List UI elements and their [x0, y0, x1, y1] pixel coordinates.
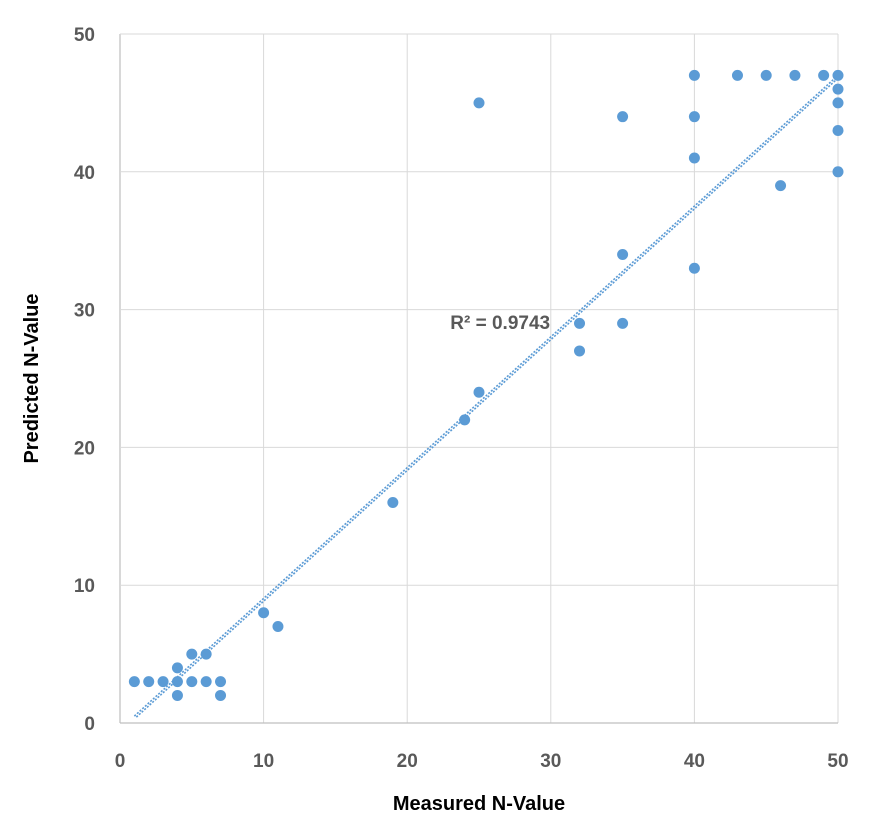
data-point	[574, 345, 586, 357]
data-point	[459, 414, 471, 426]
data-point	[258, 607, 270, 619]
data-point	[171, 689, 183, 701]
y-tick-label: 10	[74, 576, 95, 597]
data-point	[775, 180, 787, 192]
data-point	[832, 124, 844, 136]
x-tick-label: 20	[397, 751, 418, 772]
y-tick-label: 20	[74, 438, 95, 459]
data-point	[272, 621, 284, 633]
data-point	[832, 83, 844, 95]
trendline	[133, 74, 839, 717]
data-point	[200, 648, 212, 660]
x-tick-label: 30	[540, 751, 561, 772]
y-tick-label: 50	[74, 25, 95, 46]
y-tick-label: 0	[84, 714, 95, 735]
data-point	[688, 69, 700, 81]
data-point	[215, 689, 227, 701]
y-axis-title: Predicted N-Value	[21, 293, 43, 463]
data-point	[760, 69, 772, 81]
data-point	[832, 97, 844, 109]
data-point	[688, 152, 700, 164]
trendline-group	[133, 74, 841, 718]
data-point	[143, 676, 155, 688]
data-point	[171, 662, 183, 674]
data-point	[617, 317, 629, 329]
data-point	[818, 69, 830, 81]
x-tick-label: 0	[115, 751, 126, 772]
data-point	[688, 111, 700, 123]
data-point	[200, 676, 212, 688]
x-tick-label: 40	[684, 751, 705, 772]
x-tick-label: 10	[253, 751, 274, 772]
data-points	[128, 69, 844, 701]
y-tick-label: 30	[74, 301, 95, 322]
x-axis-ticks: 0 10 20 30 40 50	[115, 751, 849, 772]
trendline-shadow	[135, 75, 841, 718]
x-tick-label: 50	[827, 751, 848, 772]
data-point	[832, 69, 844, 81]
data-point	[473, 97, 485, 109]
data-point	[473, 386, 485, 398]
data-point	[186, 676, 198, 688]
data-point	[617, 111, 629, 123]
grid	[119, 33, 839, 724]
data-point	[128, 676, 140, 688]
data-point	[171, 676, 183, 688]
x-axis-title: Measured N-Value	[393, 793, 565, 815]
data-point	[688, 262, 700, 274]
y-axis-ticks: 0 10 20 30 40 50	[74, 25, 95, 735]
data-point	[731, 69, 743, 81]
data-point	[574, 317, 586, 329]
data-point	[186, 648, 198, 660]
data-point	[832, 166, 844, 178]
r-squared-label: R² = 0.9743	[450, 313, 550, 334]
data-point	[617, 248, 629, 260]
data-point	[215, 676, 227, 688]
data-point	[789, 69, 801, 81]
data-point	[157, 676, 169, 688]
data-point	[387, 497, 399, 509]
y-tick-label: 40	[74, 163, 95, 184]
